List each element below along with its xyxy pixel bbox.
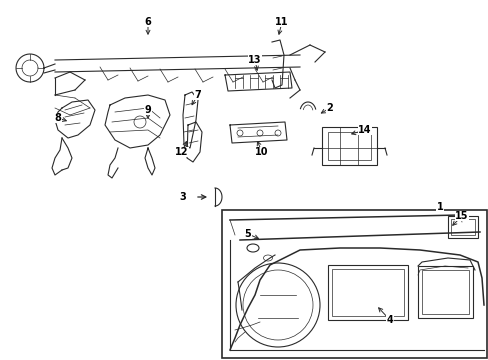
Text: 12: 12 xyxy=(175,147,188,157)
Text: 13: 13 xyxy=(248,55,261,65)
Text: 1: 1 xyxy=(436,202,443,212)
Text: 5: 5 xyxy=(244,229,251,239)
Bar xyxy=(447,216,477,238)
Bar xyxy=(327,265,407,320)
Text: 6: 6 xyxy=(144,17,151,27)
Text: 10: 10 xyxy=(255,147,268,157)
Bar xyxy=(331,269,403,316)
Bar xyxy=(327,132,370,160)
Bar xyxy=(417,266,472,318)
Bar xyxy=(222,210,486,358)
Text: 15: 15 xyxy=(454,211,468,221)
Text: 9: 9 xyxy=(144,105,151,115)
Text: 14: 14 xyxy=(358,125,371,135)
Text: 3: 3 xyxy=(179,192,186,202)
Bar xyxy=(450,219,474,235)
Text: 8: 8 xyxy=(55,113,61,123)
Text: 3: 3 xyxy=(180,193,186,202)
Text: 11: 11 xyxy=(275,17,288,27)
Text: 7: 7 xyxy=(194,90,201,100)
Bar xyxy=(421,270,468,314)
Text: 2: 2 xyxy=(326,103,333,113)
Bar xyxy=(321,127,376,165)
Text: 4: 4 xyxy=(386,315,392,325)
